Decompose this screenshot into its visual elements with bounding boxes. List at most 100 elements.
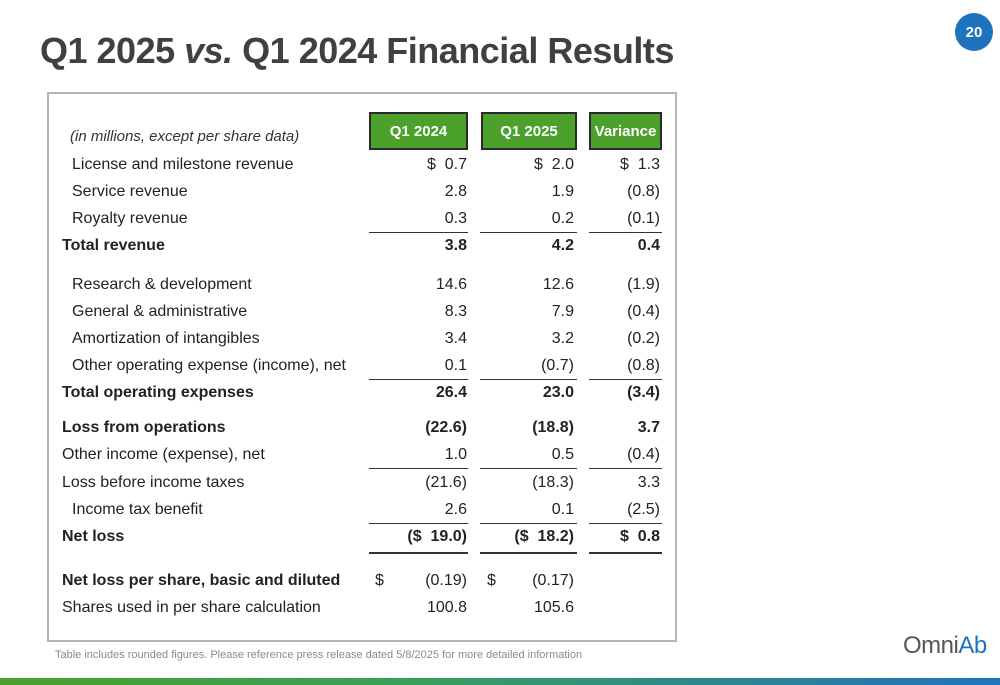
table-caption: (in millions, except per share data) [70, 128, 300, 145]
cell-variance: (0.4) [627, 446, 660, 463]
cell-q1-2024: 8.3 [444, 303, 467, 320]
table-row: Amortization of intangibles 3.4 3.2 (0.2… [0, 327, 1000, 351]
cell-q1-2024: ($ 19.0) [407, 528, 467, 545]
table-row: Service revenue 2.8 1.9 (0.8) [0, 180, 1000, 204]
cell-q1-2024: (21.6) [425, 474, 467, 491]
table-row: Other income (expense), net 1.0 0.5 (0.4… [0, 443, 1000, 467]
cell-variance: $ 1.3 [619, 156, 660, 173]
cell-q1-2025: (0.17) [532, 572, 574, 589]
cell-q1-2024: (0.19) [425, 572, 467, 589]
row-label: Loss before income taxes [62, 474, 245, 491]
table-row: Income tax benefit 2.6 0.1 (2.5) [0, 498, 1000, 522]
cell-q1-2024: 3.8 [444, 237, 467, 254]
cell-q1-2025: 0.5 [551, 446, 574, 463]
cell-q1-2024: 0.3 [444, 210, 467, 227]
dollar-sign: $ [487, 572, 496, 589]
cell-q1-2025: 7.9 [551, 303, 574, 320]
subtotal-rule [589, 232, 662, 233]
cell-variance: 3.7 [637, 419, 660, 436]
table-row: Total revenue 3.8 4.2 0.4 [0, 234, 1000, 258]
header-variance: Variance [589, 112, 662, 150]
row-label: License and milestone revenue [72, 156, 294, 173]
cell-q1-2024: 2.8 [444, 183, 467, 200]
row-label: Loss from operations [62, 419, 226, 436]
subtotal-rule [589, 468, 662, 469]
cell-q1-2025: ($ 18.2) [514, 528, 574, 545]
table-row: Loss from operations (22.6) (18.8) 3.7 [0, 416, 1000, 440]
table-row: Net loss per share, basic and diluted $ … [0, 569, 1000, 593]
table-row: Net loss ($ 19.0) ($ 18.2) $ 0.8 [0, 525, 1000, 549]
page-title: Q1 2025 vs. Q1 2024 Financial Results [40, 30, 674, 72]
bottom-gradient-bar [0, 678, 1000, 685]
cell-q1-2024: 1.0 [444, 446, 467, 463]
cell-q1-2025: 4.2 [551, 237, 574, 254]
cell-variance: (0.4) [627, 303, 660, 320]
cell-q1-2025: $ 2.0 [533, 156, 574, 173]
table-row: Royalty revenue 0.3 0.2 (0.1) [0, 207, 1000, 231]
row-label: Income tax benefit [72, 501, 203, 518]
subtotal-rule [480, 523, 577, 524]
row-label: Other income (expense), net [62, 446, 265, 463]
cell-q1-2024: 26.4 [435, 384, 467, 401]
omniab-logo: OmniAb [903, 632, 987, 660]
logo-text-ab: Ab [958, 632, 987, 659]
row-label: Shares used in per share calculation [62, 599, 321, 616]
total-double-rule [480, 552, 577, 554]
cell-q1-2025: 1.9 [551, 183, 574, 200]
cell-q1-2024: $ 0.7 [426, 156, 467, 173]
row-label: Research & development [72, 276, 252, 293]
table-row: Total operating expenses 26.4 23.0 (3.4) [0, 381, 1000, 405]
cell-q1-2024: 3.4 [444, 330, 467, 347]
title-part1: Q1 2025 [40, 30, 185, 71]
cell-q1-2024: 100.8 [426, 599, 467, 616]
subtotal-rule [369, 523, 468, 524]
row-label: Other operating expense (income), net [72, 357, 346, 374]
cell-variance: (3.4) [627, 384, 660, 401]
table-row: Loss before income taxes (21.6) (18.3) 3… [0, 471, 1000, 495]
cell-variance: 0.4 [637, 237, 660, 254]
row-label: Net loss [62, 528, 125, 545]
logo-text-omni: Omni [903, 632, 959, 659]
subtotal-rule [369, 379, 468, 380]
cell-q1-2025: (18.8) [532, 419, 574, 436]
row-label: Amortization of intangibles [72, 330, 260, 347]
row-label: Royalty revenue [72, 210, 188, 227]
cell-q1-2025: 12.6 [542, 276, 574, 293]
cell-q1-2025: 23.0 [542, 384, 574, 401]
row-label: Service revenue [72, 183, 188, 200]
header-q1-2024: Q1 2024 [369, 112, 468, 150]
cell-q1-2025: (18.3) [532, 474, 574, 491]
subtotal-rule [480, 468, 577, 469]
subtotal-rule [480, 379, 577, 380]
row-label: Total revenue [62, 237, 165, 254]
row-label: Net loss per share, basic and diluted [62, 572, 341, 589]
dollar-sign: $ [375, 572, 384, 589]
cell-q1-2025: 0.1 [551, 501, 574, 518]
row-label: Total operating expenses [62, 384, 254, 401]
cell-variance: $ 0.8 [619, 528, 660, 545]
cell-variance: (0.8) [627, 183, 660, 200]
subtotal-rule [369, 468, 468, 469]
financial-table-frame [47, 92, 677, 642]
title-part2: Q1 2024 Financial Results [232, 30, 674, 71]
subtotal-rule [589, 523, 662, 524]
cell-q1-2025: 3.2 [551, 330, 574, 347]
subtotal-rule [369, 232, 468, 233]
table-row: Shares used in per share calculation 100… [0, 596, 1000, 620]
table-row: Other operating expense (income), net 0.… [0, 354, 1000, 378]
cell-q1-2024: (22.6) [425, 419, 467, 436]
cell-q1-2024: 0.1 [444, 357, 467, 374]
header-q1-2025: Q1 2025 [481, 112, 577, 150]
cell-q1-2024: 2.6 [444, 501, 467, 518]
table-row: Research & development 14.6 12.6 (1.9) [0, 273, 1000, 297]
footnote: Table includes rounded figures. Please r… [55, 649, 583, 661]
cell-q1-2025: 105.6 [533, 599, 574, 616]
title-vs: vs. [184, 30, 233, 71]
cell-q1-2025: 0.2 [551, 210, 574, 227]
table-row: License and milestone revenue $ 0.7 $ 2.… [0, 153, 1000, 177]
total-double-rule [369, 552, 468, 554]
row-label: General & administrative [72, 303, 248, 320]
total-double-rule [589, 552, 662, 554]
cell-variance: (0.8) [627, 357, 660, 374]
page-number-badge: 20 [955, 13, 993, 51]
